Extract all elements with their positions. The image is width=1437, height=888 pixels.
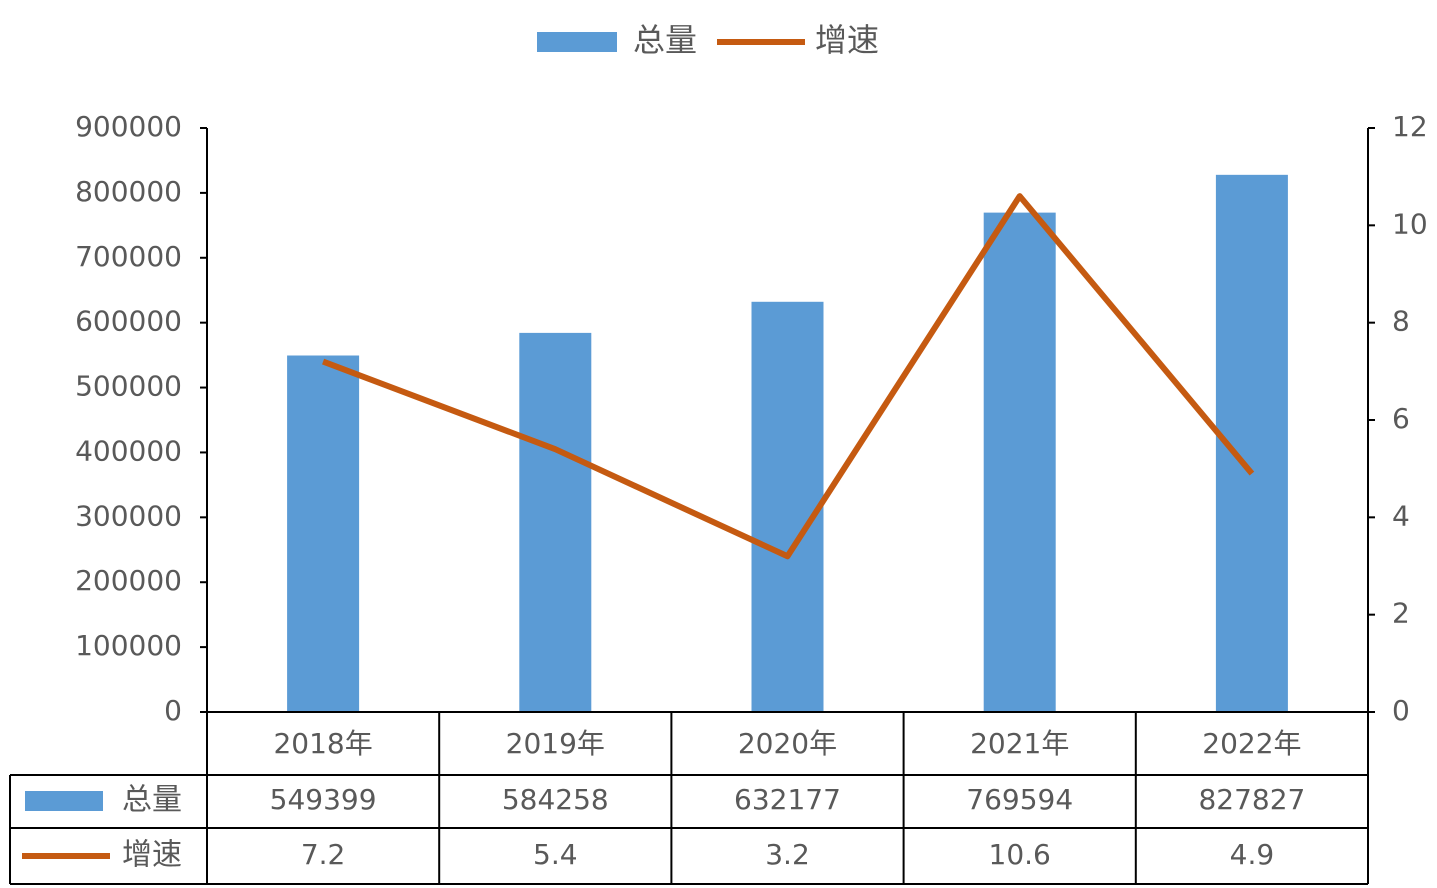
table-legend-key	[25, 791, 103, 811]
y-tick-label: 400000	[75, 434, 182, 467]
y-tick-label: 900000	[75, 110, 182, 143]
y-tick-label: 200000	[75, 564, 182, 597]
x-tick-label: 2020年	[738, 727, 837, 760]
bar	[751, 301, 824, 712]
table-series-name: 总量	[122, 783, 182, 818]
y2-tick-label: 6	[1392, 402, 1410, 435]
bar	[983, 212, 1056, 712]
y-tick-label: 700000	[75, 240, 182, 273]
table-value: 4.9	[1230, 838, 1275, 871]
table-value: 7.2	[301, 838, 346, 871]
y-tick-label: 300000	[75, 499, 182, 532]
y2-tick-label: 0	[1392, 694, 1410, 727]
y-tick-label: 100000	[75, 629, 182, 662]
y2-tick-label: 4	[1392, 499, 1410, 532]
x-tick-label: 2018年	[273, 727, 372, 760]
bar	[519, 332, 592, 712]
legend-label: 增速	[815, 21, 879, 59]
table-value: 584258	[502, 783, 609, 816]
y-tick-label: 600000	[75, 305, 182, 338]
x-tick-label: 2021年	[970, 727, 1069, 760]
table-value: 632177	[734, 783, 841, 816]
y-tick-label: 0	[164, 694, 182, 727]
legend-key	[537, 32, 617, 52]
table-value: 769594	[966, 783, 1073, 816]
y2-tick-label: 10	[1392, 207, 1428, 240]
table-series-name: 增速	[122, 838, 182, 873]
x-tick-label: 2022年	[1202, 727, 1301, 760]
y-tick-label: 800000	[75, 175, 182, 208]
table-value: 5.4	[533, 838, 578, 871]
table-value: 10.6	[989, 838, 1051, 871]
x-tick-label: 2019年	[506, 727, 605, 760]
y2-tick-label: 2	[1392, 597, 1410, 630]
table-value: 827827	[1198, 783, 1305, 816]
table-value: 3.2	[765, 838, 810, 871]
legend-label: 总量	[633, 21, 697, 59]
y-tick-label: 500000	[75, 370, 182, 403]
y2-tick-label: 8	[1392, 305, 1410, 338]
line	[322, 193, 1255, 560]
bar	[287, 355, 360, 712]
table-value: 549399	[270, 783, 377, 816]
y2-tick-label: 12	[1392, 110, 1428, 143]
